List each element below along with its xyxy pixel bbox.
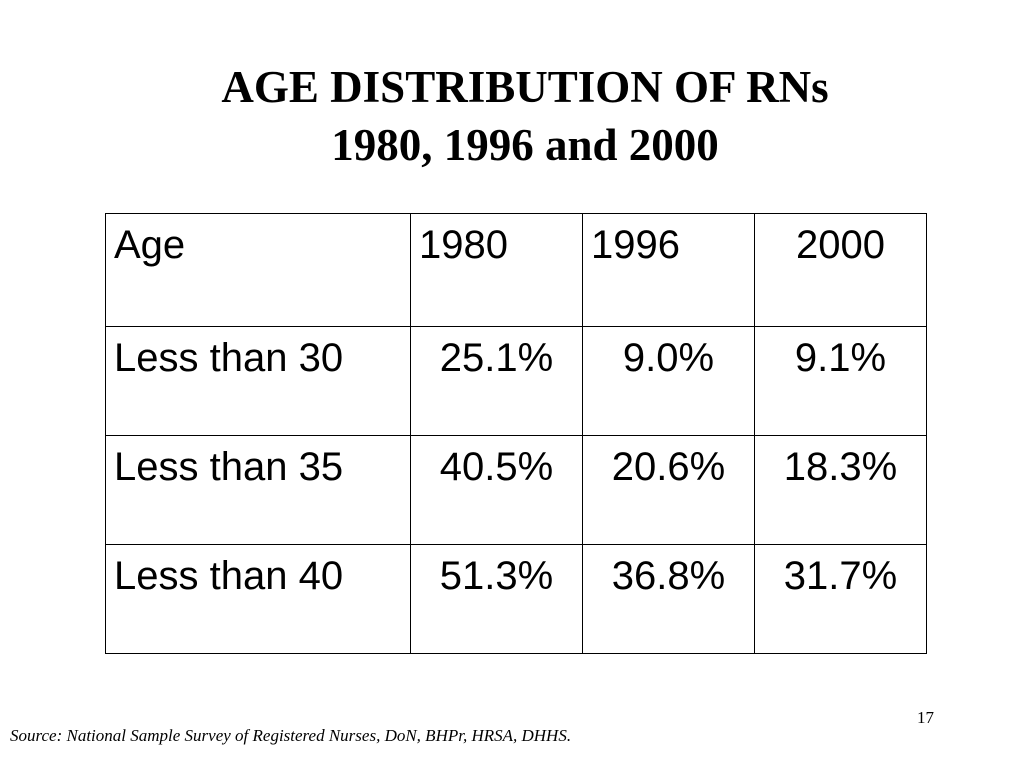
cell-1996: 9.0%	[582, 326, 755, 436]
cell-2000: 9.1%	[754, 326, 927, 436]
table-header-row: Age 1980 1996 2000	[105, 213, 927, 327]
header-1996: 1996	[582, 213, 755, 327]
title-line-2: 1980, 1996 and 2000	[331, 120, 719, 170]
table-row: Less than 35 40.5% 20.6% 18.3%	[105, 435, 927, 545]
cell-1980: 51.3%	[410, 544, 583, 654]
source-note: Source: National Sample Survey of Regist…	[10, 726, 572, 745]
title-line-1: AGE DISTRIBUTION OF RNs	[221, 62, 829, 112]
cell-1996: 36.8%	[582, 544, 755, 654]
cell-1996: 20.6%	[582, 435, 755, 545]
table-row: Less than 40 51.3% 36.8% 31.7%	[105, 544, 927, 654]
header-age: Age	[105, 213, 411, 327]
header-2000: 2000	[754, 213, 927, 327]
cell-1980: 40.5%	[410, 435, 583, 545]
row-label: Less than 40	[105, 544, 411, 654]
header-1980: 1980	[410, 213, 583, 327]
row-label: Less than 35	[105, 435, 411, 545]
table-row: Less than 30 25.1% 9.0% 9.1%	[105, 326, 927, 436]
slide-title: AGE DISTRIBUTION OF RNs 1980, 1996 and 2…	[0, 58, 1024, 174]
age-distribution-table: Age 1980 1996 2000 Less than 30 25.1% 9.…	[105, 213, 927, 654]
row-label: Less than 30	[105, 326, 411, 436]
page-number: 17	[917, 708, 934, 727]
cell-1980: 25.1%	[410, 326, 583, 436]
cell-2000: 31.7%	[754, 544, 927, 654]
cell-2000: 18.3%	[754, 435, 927, 545]
